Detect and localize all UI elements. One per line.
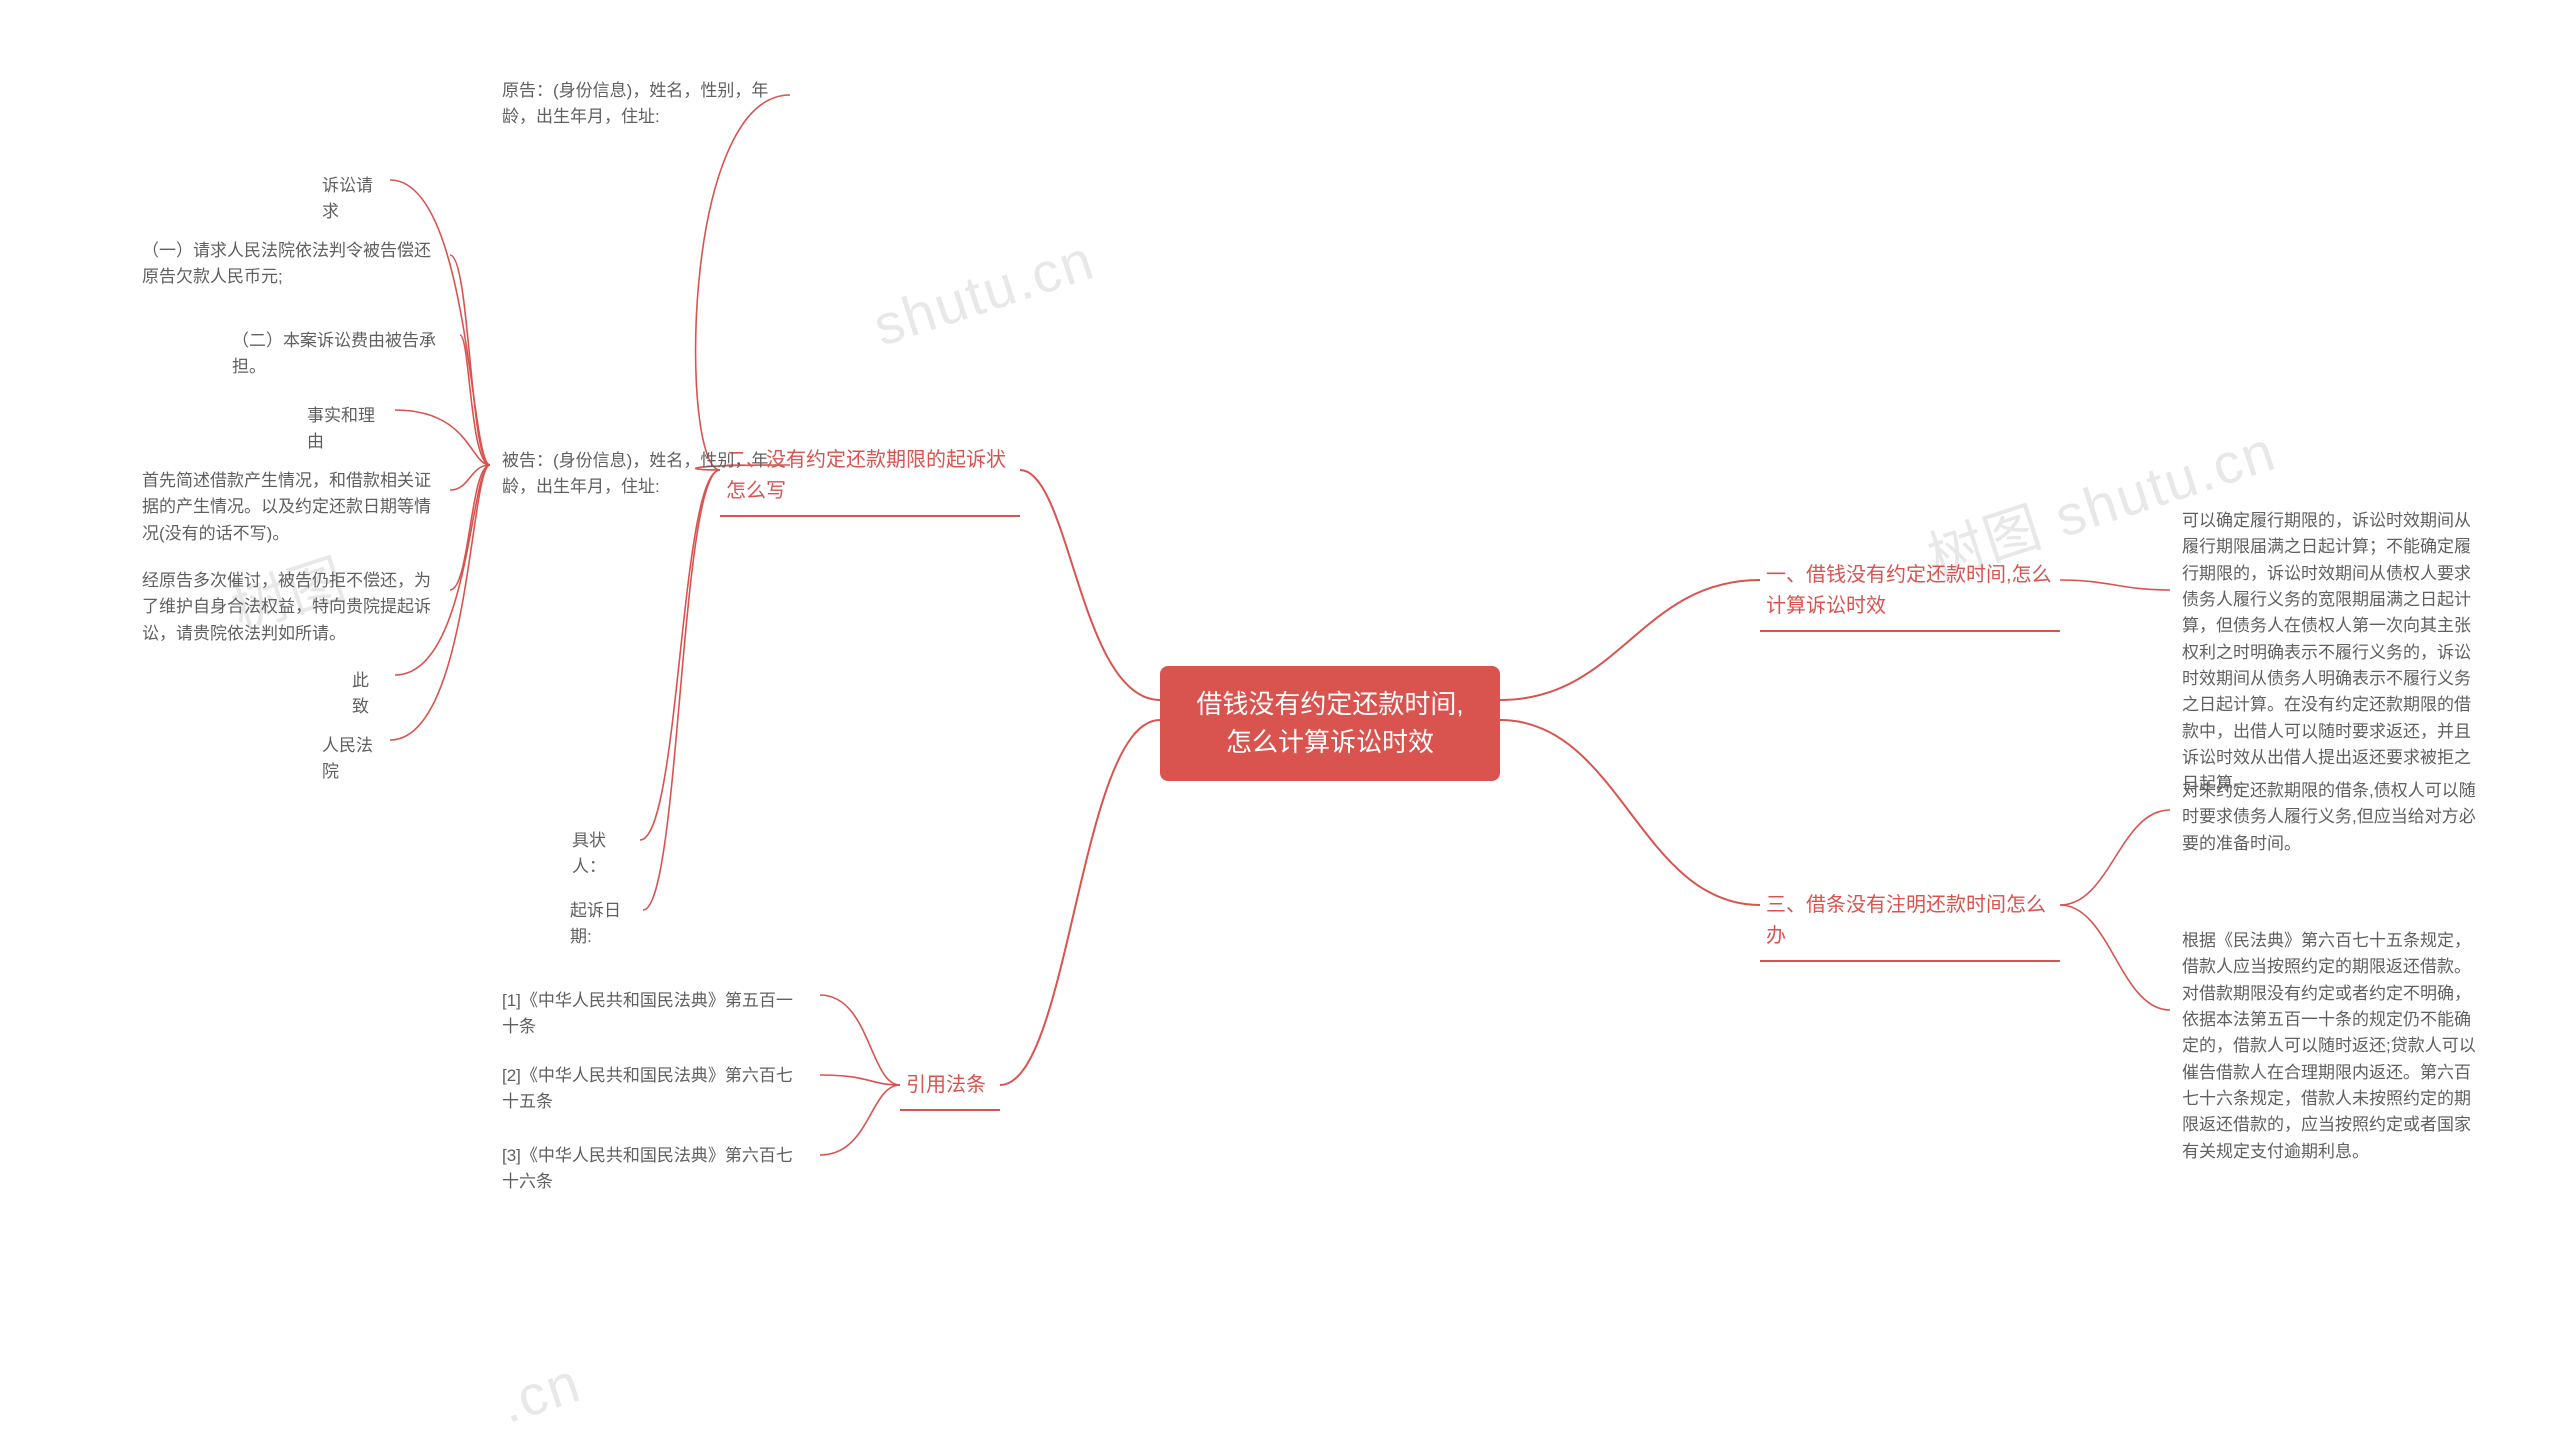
watermark: .cn xyxy=(492,1349,589,1436)
leaf-facts-1: 首先简述借款产生情况，和借款相关证据的产生情况。以及约定还款日期等情况(没有的话… xyxy=(130,460,450,555)
leaf-citation-3: [3]《中华人民共和国民法典》第六百七十六条 xyxy=(490,1135,820,1204)
leaf-citation-2: [2]《中华人民共和国民法典》第六百七十五条 xyxy=(490,1055,820,1124)
leaf-defendant: 被告：(身份信息)，姓名，性别，年龄，出生年月，住址: xyxy=(490,440,790,509)
leaf-section-3-a: 对未约定还款期限的借条,债权人可以随时要求债务人履行义务,但应当给对方必要的准备… xyxy=(2170,770,2490,865)
leaf-plaintiff: 原告：(身份信息)，姓名，性别，年龄，出生年月，住址: xyxy=(490,70,790,139)
leaf-court: 人民法院 xyxy=(310,725,400,794)
branch-citations: 引用法条 xyxy=(900,1060,1000,1111)
leaf-signatory: 具状人： xyxy=(560,820,640,889)
leaf-section-3-b: 根据《民法典》第六百七十五条规定，借款人应当按照约定的期限返还借款。对借款期限没… xyxy=(2170,920,2490,1173)
leaf-claim-1: （一）请求人民法院依法判令被告偿还原告欠款人民币元; xyxy=(130,230,450,299)
leaf-section-1-body: 可以确定履行期限的，诉讼时效期间从履行期限届满之日起计算；不能确定履行期限的，诉… xyxy=(2170,500,2490,806)
mindmap-root: 借钱没有约定还款时间,怎么计算诉讼时效 xyxy=(1160,666,1500,781)
leaf-citation-1: [1]《中华人民共和国民法典》第五百一十条 xyxy=(490,980,820,1049)
leaf-closing: 此致 xyxy=(340,660,395,729)
leaf-claim-2: （二）本案诉讼费由被告承担。 xyxy=(220,320,460,389)
branch-section-1: 一、借钱没有约定还款时间,怎么计算诉讼时效 xyxy=(1760,550,2060,632)
leaf-facts-title: 事实和理由 xyxy=(295,395,395,464)
leaf-filing-date: 起诉日期: xyxy=(558,890,643,959)
leaf-facts-2: 经原告多次催讨，被告仍拒不偿还，为了维护自身合法权益，特向贵院提起诉讼，请贵院依… xyxy=(130,560,450,655)
leaf-claims-title: 诉讼请求 xyxy=(310,165,390,234)
branch-section-3: 三、借条没有注明还款时间怎么办 xyxy=(1760,880,2060,962)
watermark: shutu.cn xyxy=(866,226,1103,358)
